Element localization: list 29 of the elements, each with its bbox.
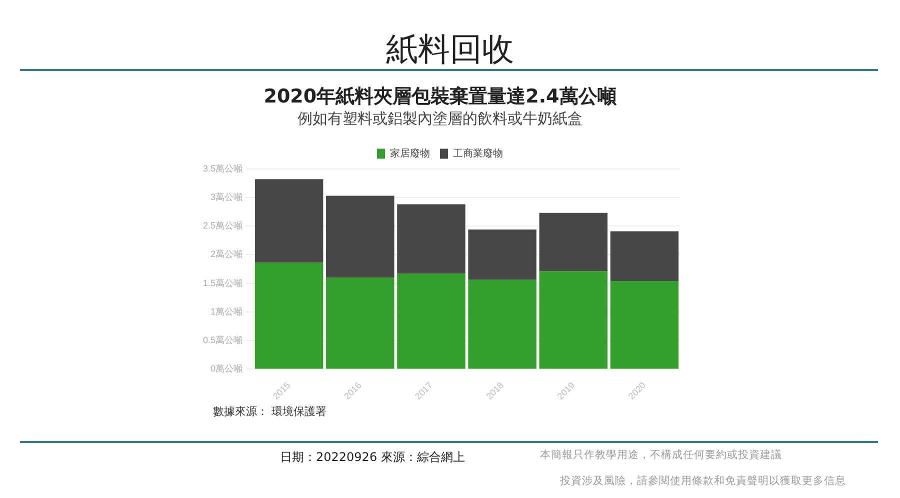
y-tick-label: 2.5萬公噸 <box>202 220 243 231</box>
bar <box>468 229 536 280</box>
bar <box>254 262 324 369</box>
bar <box>610 281 679 369</box>
text: 紙料回收 <box>386 29 514 70</box>
legend-label: 工商業廢物 <box>453 148 503 160</box>
text: 投資涉及風險，請參閱使用條款和免責聲明以獲取更多信息 <box>560 474 846 488</box>
bar <box>539 212 608 272</box>
bar <box>326 278 394 369</box>
chart-title: 2020年紙料夾層包裝棄置量達2.4萬公噸 <box>264 85 618 108</box>
text: 本簡報只作教學用途，不構成任何要約或投資建議 <box>540 448 782 462</box>
y-tick-label: 3萬公噸 <box>210 192 243 202</box>
text: 數據來源： 環境保護署 <box>213 404 326 419</box>
legend-label: 家居廢物 <box>390 148 430 160</box>
y-tick-label: 0.5萬公噸 <box>202 335 243 346</box>
bar <box>539 271 608 369</box>
bar <box>254 179 324 263</box>
bar <box>610 231 679 282</box>
y-tick-label: 3.5萬公噸 <box>202 163 243 174</box>
bar <box>468 280 536 369</box>
bar <box>326 196 394 278</box>
bar <box>397 274 466 369</box>
y-tick-label: 1萬公噸 <box>210 306 243 316</box>
bar <box>397 204 466 274</box>
text: 日期：20220926 來源：綜合網上 <box>280 449 465 466</box>
y-tick-label: 2萬公噸 <box>210 249 243 260</box>
y-tick-label: 1.5萬公噸 <box>202 278 243 288</box>
y-tick-label: 0萬公噸 <box>210 364 243 374</box>
chart-subtitle: 例如有塑料或鋁製內塗層的飲料或牛奶紙盒 <box>298 110 582 128</box>
